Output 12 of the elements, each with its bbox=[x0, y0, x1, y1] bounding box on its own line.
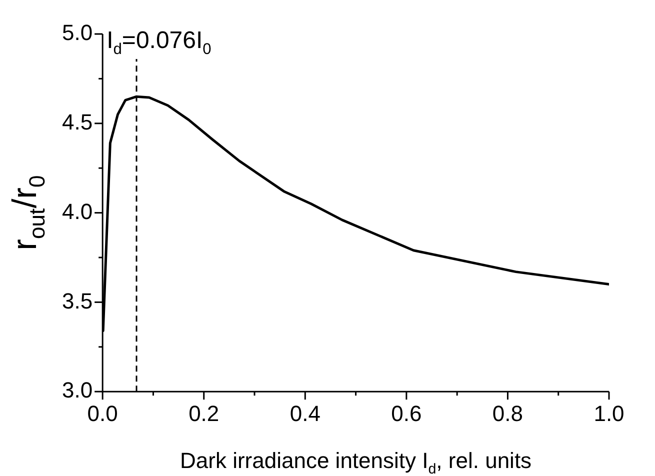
x-tick-label: 0.8 bbox=[492, 400, 524, 426]
x-tick-label: 0.0 bbox=[87, 400, 118, 426]
x-tick-label: 0.2 bbox=[188, 400, 220, 426]
y-tick-label: 4.5 bbox=[62, 109, 93, 134]
x-tick-label: 0.6 bbox=[391, 400, 422, 426]
y-tick-label: 4.0 bbox=[62, 198, 93, 224]
y-tick-label: 3.0 bbox=[62, 378, 93, 403]
x-tick-label: 1.0 bbox=[594, 400, 624, 426]
x-tick-label: 0.4 bbox=[290, 400, 320, 426]
y-tick-label: 3.5 bbox=[62, 288, 93, 314]
y-tick-label: 5.0 bbox=[62, 20, 93, 46]
y-axis-title: rout/r0 bbox=[6, 175, 50, 250]
